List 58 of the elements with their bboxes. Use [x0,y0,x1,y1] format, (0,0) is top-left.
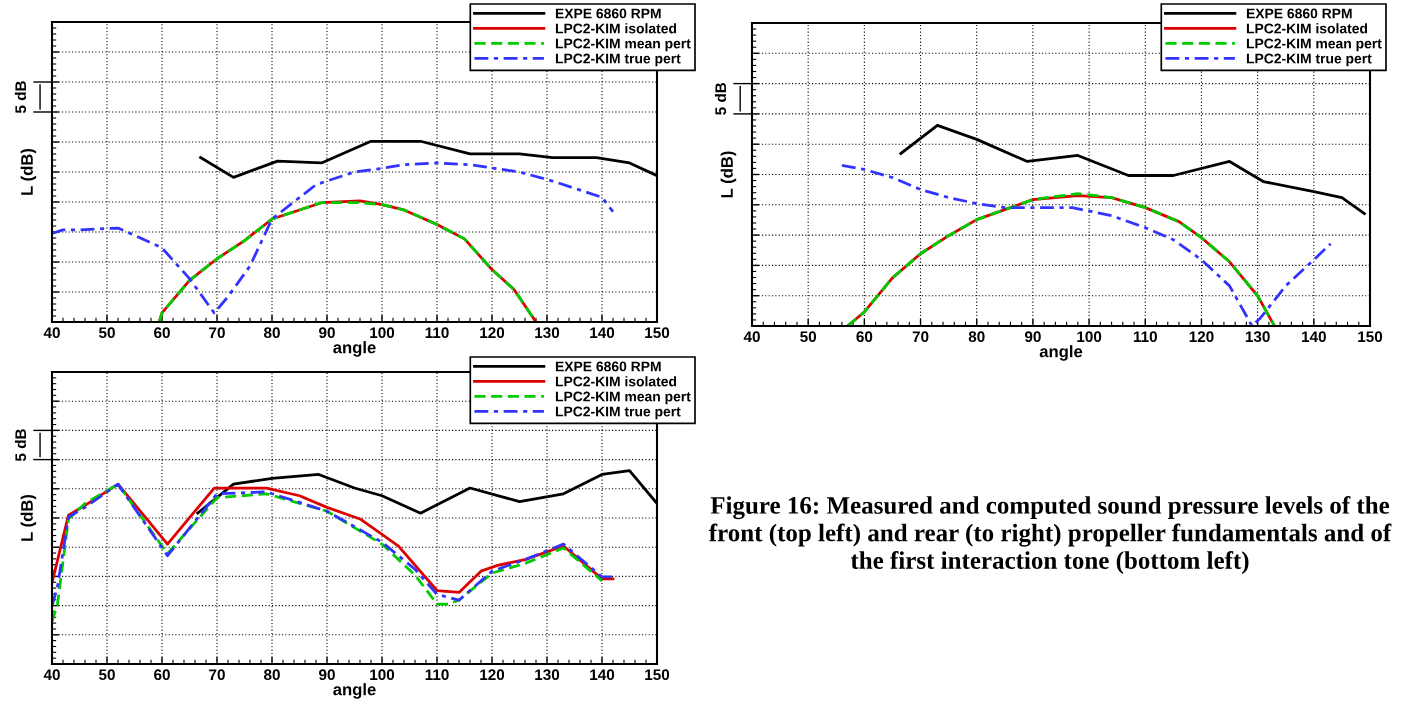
legend-label: LPC2-KIM mean pert [1246,38,1382,52]
caption: Figure 16: Measured and computed sound pressure levels of the front (top left) and rear (to right) propeller fundamentals and of the first interaction tone (bottom left) [708,496,1392,574]
x-tick-label: 130 [1245,331,1270,343]
text: 5 dB [14,81,27,114]
x-tick-label: 90 [319,327,335,339]
x-tick-label: 140 [1302,331,1326,343]
legend-label: LPC2-KIM isolated [555,23,677,34]
x-tick-label: 140 [590,327,615,339]
y-axis-title: L (dB) [720,151,737,198]
x-tick-label: 40 [43,669,60,681]
x-tick-label: 60 [154,669,170,681]
legend-label: LPC2-KIM isolated [555,376,677,387]
legend-label: LPC2-KIM true pert [1246,53,1372,67]
legend-label: LPC2-KIM mean pert [555,38,691,52]
x-tick-label: 70 [209,327,225,339]
x-tick-label: 110 [1133,331,1157,343]
x-tick-label: 150 [645,327,670,339]
y-axis-title: L (dB) [20,148,37,195]
x-tick-label: 80 [968,331,985,343]
legend-label: EXPE 6860 RPM [555,361,661,372]
x-axis-title: angle [333,683,376,699]
x-tick-label: 40 [743,331,760,343]
x-tick-label: 120 [1189,331,1214,343]
x-axis-title: angle [1039,345,1083,361]
text: 5 dB [714,82,727,115]
x-tick-label: 90 [1024,331,1041,343]
legend-label: EXPE 6860 RPM [1246,8,1352,19]
x-tick-label: 50 [800,331,817,343]
x-tick-label: 140 [590,669,615,681]
x-tick-label: 60 [154,327,170,339]
x-tick-label: 100 [1077,331,1102,343]
legend-label: LPC2-KIM true pert [555,406,681,420]
x-tick-label: 100 [370,327,395,339]
x-tick-label: 70 [912,331,929,343]
y-axis-title: L (dB) [20,494,37,541]
x-tick-label: 80 [263,669,280,681]
legend-label: LPC2-KIM true pert [555,53,681,67]
x-tick-label: 130 [535,327,560,339]
x-tick-label: 120 [480,669,505,681]
x-tick-label: 40 [43,327,60,339]
x-tick-label: 70 [209,669,225,681]
x-tick-label: 110 [425,327,449,339]
x-tick-label: 110 [425,669,449,681]
x-tick-label: 50 [98,327,115,339]
x-tick-label: 150 [1358,331,1383,343]
x-axis-title: angle [333,341,376,357]
x-tick-label: 80 [263,327,280,339]
x-tick-label: 150 [645,669,670,681]
x-tick-label: 90 [319,669,335,681]
x-tick-label: 120 [480,327,505,339]
x-tick-label: 60 [856,331,873,343]
x-tick-label: 130 [535,669,560,681]
x-tick-label: 50 [98,669,115,681]
legend-label: EXPE 6860 RPM [555,8,661,19]
x-tick-label: 100 [370,669,395,681]
text: 5 dB [14,429,27,462]
legend-label: LPC2-KIM isolated [1246,23,1368,34]
legend-label: LPC2-KIM mean pert [555,391,691,405]
